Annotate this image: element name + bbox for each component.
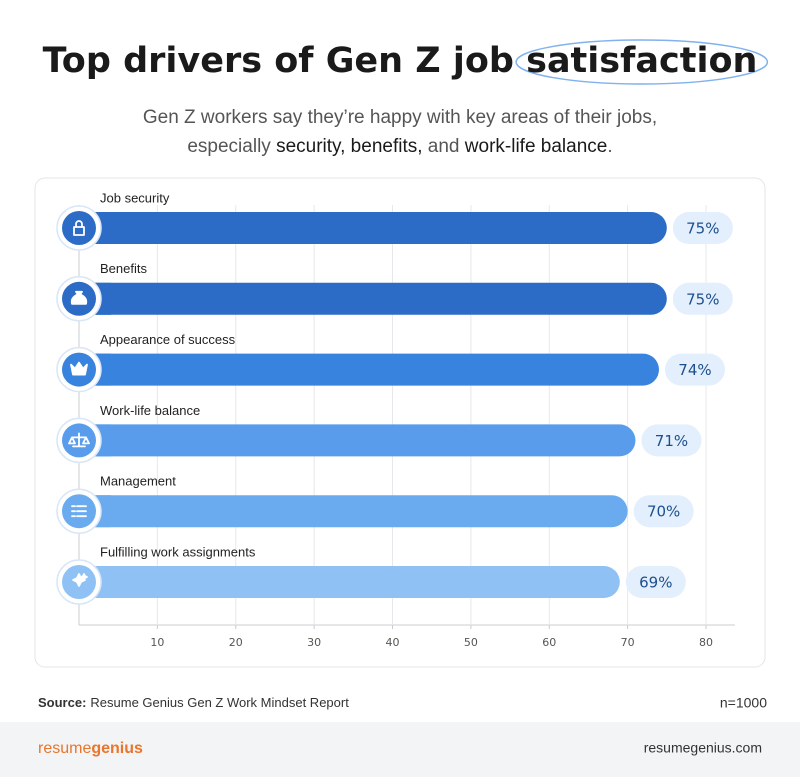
icon [71, 505, 87, 518]
icon-glyph [73, 220, 85, 236]
x-tick-label: 60 [542, 636, 556, 649]
value-label: 75% [686, 220, 719, 238]
title-highlight [515, 39, 769, 85]
icon [73, 220, 85, 236]
icon [68, 432, 90, 448]
category-label: Job security [100, 190, 170, 205]
bar [79, 282, 667, 315]
subtitle: especially security, benefits, and work-… [187, 136, 612, 157]
x-tick-label: 20 [229, 636, 243, 649]
subtitle: Gen Z workers say they’re happy with key… [143, 107, 657, 128]
brand-part: genius [91, 740, 143, 757]
icon-glyph [70, 361, 88, 376]
value-pill [664, 353, 725, 386]
plot-area: 10 20 30 40 50 60 70 80 Job security 75% Benefits 7… [56, 190, 735, 649]
brand: resumegenius [38, 740, 143, 757]
icon-glyph [71, 505, 87, 518]
icon [70, 290, 88, 305]
bar [79, 495, 628, 528]
sample-size: n=1000 [720, 695, 767, 711]
source: Source: Resume Genius Gen Z Work Mindset … [38, 695, 349, 710]
value-pill [672, 212, 733, 244]
website: resumegenius.com [644, 740, 762, 756]
subtitle-part: and [423, 136, 465, 157]
value-label: 75% [686, 290, 719, 308]
value-pill [633, 495, 694, 528]
icon [72, 573, 88, 587]
subtitle-part: work-life balance [464, 136, 608, 157]
subtitle-part: security, benefits, [276, 136, 422, 157]
value-pill [625, 566, 686, 598]
source-text: Resume Genius Gen Z Work Mindset Report [90, 695, 349, 710]
chart-title: Top drivers of Gen Z job satisfaction [43, 41, 758, 81]
bar [79, 353, 659, 386]
x-tick-label: 30 [307, 636, 321, 649]
bar [79, 566, 620, 598]
category-label: Work-life balance [100, 403, 200, 418]
icon-glyph [68, 432, 90, 448]
x-tick-label: 40 [386, 636, 400, 649]
bar [79, 424, 636, 457]
icon-bg [62, 211, 96, 245]
x-tick-label: 70 [621, 636, 635, 649]
footer [0, 722, 800, 777]
value-label: 71% [655, 432, 688, 450]
title-part: satisfaction [526, 41, 757, 81]
x-tick-label: 10 [150, 636, 164, 649]
icon-glyph [70, 290, 88, 305]
value-label: 69% [639, 574, 672, 592]
brand-part: resume [38, 740, 91, 757]
x-tick-label: 80 [699, 636, 713, 649]
value-pill [641, 424, 702, 457]
category-label: Management [100, 474, 176, 489]
value-label: 74% [678, 361, 711, 379]
x-tick-label: 50 [464, 636, 478, 649]
category-label: Appearance of success [100, 332, 236, 347]
value-label: 70% [647, 503, 680, 521]
subtitle-part: especially [187, 136, 276, 157]
category-label: Benefits [100, 261, 147, 276]
source-label: Source: [38, 695, 86, 710]
icon [70, 361, 88, 376]
subtitle-part: . [607, 136, 612, 157]
bar [79, 212, 667, 244]
category-label: Fulfilling work assignments [100, 544, 256, 559]
value-pill [672, 282, 733, 315]
title-part: Top drivers of Gen Z job [43, 41, 527, 81]
icon-glyph [72, 573, 88, 587]
